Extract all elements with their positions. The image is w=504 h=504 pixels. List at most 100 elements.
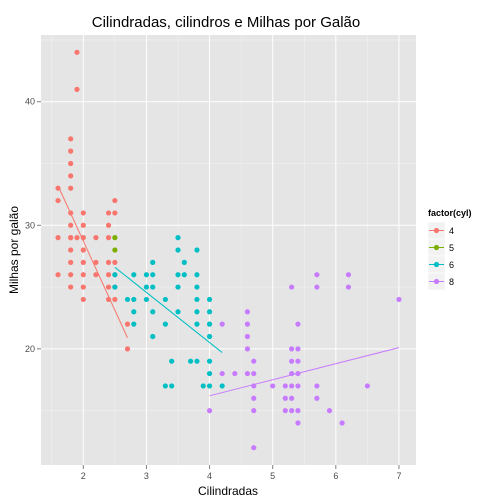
data-point-cyl-8 [314, 284, 320, 290]
x-tick-label: 3 [144, 471, 149, 481]
data-point-cyl-8 [289, 395, 295, 401]
data-point-cyl-4 [112, 210, 118, 216]
data-point-cyl-8 [345, 284, 352, 290]
data-point-cyl-4 [80, 259, 86, 265]
data-point-cyl-4 [80, 284, 86, 290]
data-point-cyl-4 [105, 272, 112, 278]
data-point-cyl-6 [206, 296, 213, 303]
data-point-cyl-4 [80, 272, 86, 278]
data-point-cyl-8 [251, 445, 257, 451]
data-point-cyl-4 [68, 160, 74, 167]
y-axis-title: Milhas por galão [7, 206, 21, 294]
data-point-cyl-6 [219, 383, 225, 389]
data-point-cyl-4 [55, 197, 61, 204]
legend-label-6: 6 [449, 260, 454, 270]
data-point-cyl-4 [105, 235, 112, 241]
data-point-cyl-6 [143, 296, 150, 303]
data-point-cyl-8 [295, 346, 301, 352]
data-point-cyl-4 [93, 235, 99, 241]
data-point-cyl-6 [131, 296, 137, 303]
data-point-cyl-6 [175, 235, 181, 241]
data-point-cyl-6 [150, 309, 156, 315]
x-axis-title: Cilindradas [198, 484, 258, 498]
data-point-cyl-4 [55, 185, 61, 191]
data-point-cyl-8 [295, 408, 301, 414]
data-point-cyl-4 [80, 235, 86, 241]
data-point-cyl-6 [143, 272, 150, 278]
data-point-cyl-4 [80, 247, 86, 253]
data-point-cyl-4 [68, 272, 74, 278]
data-point-cyl-6 [175, 247, 181, 253]
data-point-cyl-8 [244, 321, 251, 327]
data-point-cyl-6 [206, 333, 213, 340]
data-point-cyl-8 [295, 420, 301, 426]
data-point-cyl-8 [289, 383, 295, 389]
y-tick-label: 40 [25, 97, 35, 107]
data-point-cyl-6 [169, 358, 175, 364]
data-point-cyl-6 [131, 272, 137, 278]
y-tick-label: 20 [25, 344, 35, 354]
data-point-cyl-6 [150, 259, 156, 265]
legend-label-8: 8 [449, 277, 454, 287]
data-point-cyl-6 [188, 358, 194, 364]
data-point-cyl-8 [282, 383, 288, 389]
data-point-cyl-4 [68, 247, 74, 253]
data-point-cyl-4 [105, 259, 112, 265]
data-point-cyl-8 [206, 408, 213, 414]
data-point-cyl-4 [74, 49, 80, 55]
fit-line-cyl-8 [209, 347, 400, 397]
grid-lines [41, 35, 416, 465]
data-point-cyl-6 [194, 284, 200, 290]
data-point-cyl-6 [206, 309, 213, 315]
data-point-cyl-4 [112, 197, 118, 204]
data-point-cyl-4 [112, 296, 118, 303]
data-point-cyl-4 [68, 173, 74, 179]
data-point-cyl-4 [68, 210, 74, 216]
data-point-cyl-4 [112, 259, 118, 265]
data-point-cyl-8 [282, 408, 288, 414]
data-point-cyl-8 [244, 333, 251, 340]
data-point-cyl-6 [131, 309, 137, 315]
legend: factor(cyl) 4 5 6 8 [427, 208, 472, 291]
data-point-cyl-6 [175, 284, 181, 290]
data-point-cyl-4 [68, 235, 74, 241]
data-point-cyl-4 [55, 235, 61, 241]
data-point-cyl-8 [326, 408, 333, 414]
data-point-cyl-6 [206, 321, 213, 327]
legend-label-5: 5 [449, 243, 454, 253]
data-point-cyl-4 [124, 346, 131, 352]
data-point-cyl-6 [162, 321, 168, 327]
x-tick-label: 2 [81, 471, 86, 481]
data-point-cyl-6 [150, 333, 156, 340]
data-point-cyl-4 [68, 136, 74, 142]
data-point-cyl-4 [55, 272, 61, 278]
data-point-cyl-4 [105, 222, 112, 228]
data-point-cyl-6 [194, 358, 200, 364]
data-point-cyl-8 [270, 383, 276, 389]
data-point-cyl-8 [345, 272, 352, 278]
data-point-cyl-6 [206, 358, 213, 364]
data-point-cyl-6 [143, 284, 150, 290]
data-point-cyl-4 [80, 222, 86, 228]
data-point-cyl-6 [194, 309, 200, 315]
data-point-cyl-8 [314, 272, 320, 278]
data-point-cyl-8 [251, 395, 257, 401]
data-point-cyl-4 [80, 210, 86, 216]
data-point-cyl-8 [244, 370, 251, 377]
data-point-cyl-4 [74, 86, 80, 92]
data-point-cyl-8 [289, 358, 295, 364]
data-point-cyl-6 [206, 370, 213, 377]
data-point-cyl-8 [396, 296, 402, 303]
data-point-cyl-4 [93, 259, 99, 265]
data-point-cyl-8 [314, 395, 320, 401]
data-point-cyl-6 [162, 296, 168, 303]
data-point-cyl-8 [295, 383, 301, 389]
data-point-cyl-8 [251, 408, 257, 414]
data-point-cyl-8 [364, 383, 370, 389]
data-point-cyl-6 [181, 272, 187, 278]
data-point-cyl-8 [244, 346, 251, 352]
data-point-cyl-6 [150, 272, 156, 278]
plot-panel [41, 35, 416, 465]
data-point-cyl-4 [105, 296, 112, 303]
legend-key-point [433, 227, 440, 234]
